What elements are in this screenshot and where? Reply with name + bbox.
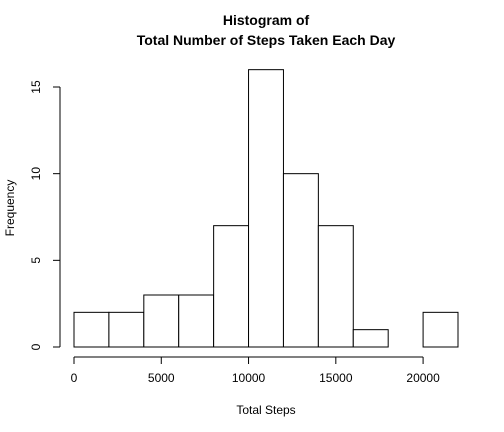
y-axis-label: Frequency: [3, 180, 17, 237]
x-tick-label-0: 0: [71, 371, 78, 385]
x-axis: 0 5000 10000 15000 20000: [71, 356, 440, 385]
x-tick-label-3: 15000: [319, 371, 353, 385]
histogram-bars: [73, 69, 459, 348]
histogram-bar-4: [213, 225, 250, 348]
y-tick-label-2: 10: [29, 167, 43, 181]
histogram-bar-0: [73, 311, 110, 348]
chart-title-line-1: Histogram of: [223, 12, 310, 28]
x-axis-label: Total Steps: [236, 403, 295, 417]
y-tick-label-1: 5: [29, 257, 43, 264]
y-tick-label-3: 15: [29, 80, 43, 94]
chart-title-line-2: Total Number of Steps Taken Each Day: [137, 32, 396, 48]
histogram-bar-1: [108, 311, 145, 348]
histogram-bar-8: [352, 329, 389, 348]
histogram-bar-2: [143, 294, 180, 348]
histogram-bar-6: [282, 173, 319, 348]
x-tick-label-4: 20000: [406, 371, 440, 385]
histogram-bar-7: [317, 225, 354, 348]
x-tick-label-1: 5000: [148, 371, 175, 385]
histogram-bar-3: [178, 294, 215, 348]
y-axis: 0 5 10 15: [29, 80, 61, 350]
y-tick-label-0: 0: [29, 343, 43, 350]
histogram-bar-10: [422, 311, 459, 348]
x-tick-label-2: 10000: [232, 371, 266, 385]
histogram-bar-5: [248, 69, 284, 348]
